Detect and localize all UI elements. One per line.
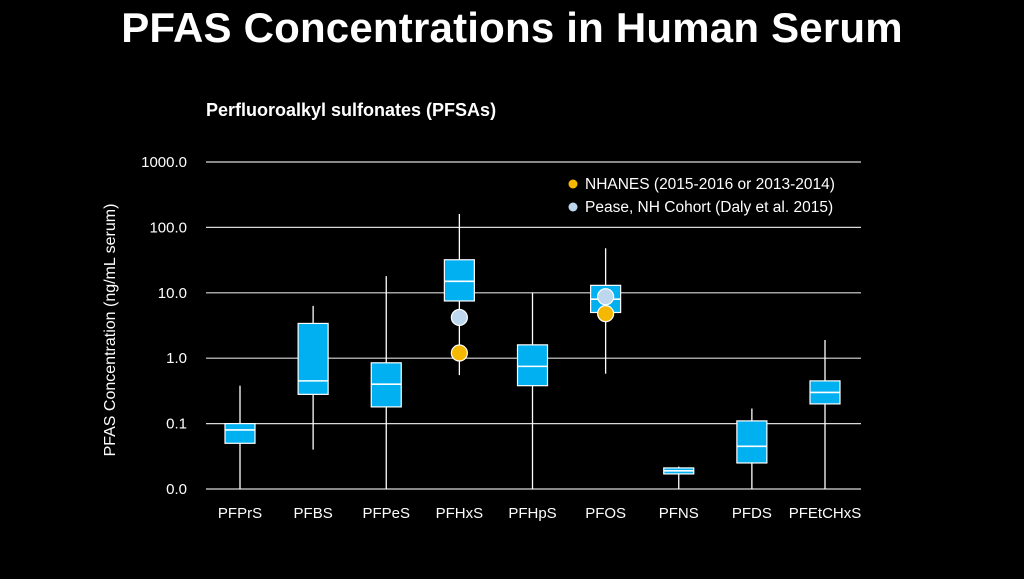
boxes xyxy=(224,214,841,489)
x-tick-label: PFHxS xyxy=(436,505,484,522)
x-tick-label: PFDS xyxy=(732,505,772,522)
x-tick-label: PFOS xyxy=(585,505,626,522)
box-pfetchxs xyxy=(809,339,841,489)
box-pfds xyxy=(736,408,768,489)
y-tick-label: 100.0 xyxy=(149,219,187,236)
reference-point xyxy=(450,308,468,327)
chart-title: PFAS Concentrations in Human Serum xyxy=(121,4,903,51)
box-pfbs xyxy=(297,305,329,450)
box-iqr xyxy=(736,420,768,464)
legend-entry: Pease, NH Cohort (Daly et al. 2015) xyxy=(568,199,833,216)
chart-subtitle: Perfluoroalkyl sulfonates (PFSAs) xyxy=(206,100,497,120)
y-tick-label: 10.0 xyxy=(158,285,187,302)
y-tick-label: 1000.0 xyxy=(141,154,187,171)
box-pfpes xyxy=(370,276,402,489)
y-tick-label: 1.0 xyxy=(166,350,187,367)
box-pfns xyxy=(663,466,695,489)
box-iqr xyxy=(224,423,256,444)
reference-point xyxy=(597,305,615,323)
x-axis-categories: PFPrS PFBS PFPeS PFHxS PFHpS PFOS PFNS PFDS PFEt… xyxy=(218,505,861,522)
legend-entry: NHANES (2015-2016 or 2013-2014) xyxy=(568,176,835,193)
legend-label: NHANES (2015-2016 or 2013-2014) xyxy=(585,176,835,193)
y-axis-label: PFAS Concentration (ng/mL serum) xyxy=(102,204,119,457)
x-tick-label: PFHpS xyxy=(508,505,556,522)
x-tick-label: PFBS xyxy=(294,505,333,522)
x-tick-label: PFPeS xyxy=(362,505,410,522)
box-iqr xyxy=(443,259,475,302)
legend-label: Pease, NH Cohort (Daly et al. 2015) xyxy=(585,199,833,216)
box-iqr xyxy=(516,344,549,387)
legend: NHANES (2015-2016 or 2013-2014) Pease, NH… xyxy=(568,176,835,216)
reference-points xyxy=(450,288,615,362)
y-axis-ticks: 0.0 0.1 1.0 10.0 100.0 1000.0 xyxy=(141,154,187,498)
reference-point xyxy=(450,344,468,362)
reference-point xyxy=(597,288,615,306)
x-tick-label: PFPrS xyxy=(218,505,262,522)
box-pfhps xyxy=(516,292,549,489)
x-tick-label: PFEtCHxS xyxy=(789,505,862,522)
box-iqr xyxy=(297,322,329,395)
y-tick-label: 0.0 xyxy=(166,481,187,498)
box-pfprs xyxy=(224,385,256,489)
legend-marker xyxy=(568,179,578,189)
y-tick-label: 0.1 xyxy=(166,416,187,433)
legend-marker xyxy=(568,202,578,212)
x-tick-label: PFNS xyxy=(659,505,699,522)
